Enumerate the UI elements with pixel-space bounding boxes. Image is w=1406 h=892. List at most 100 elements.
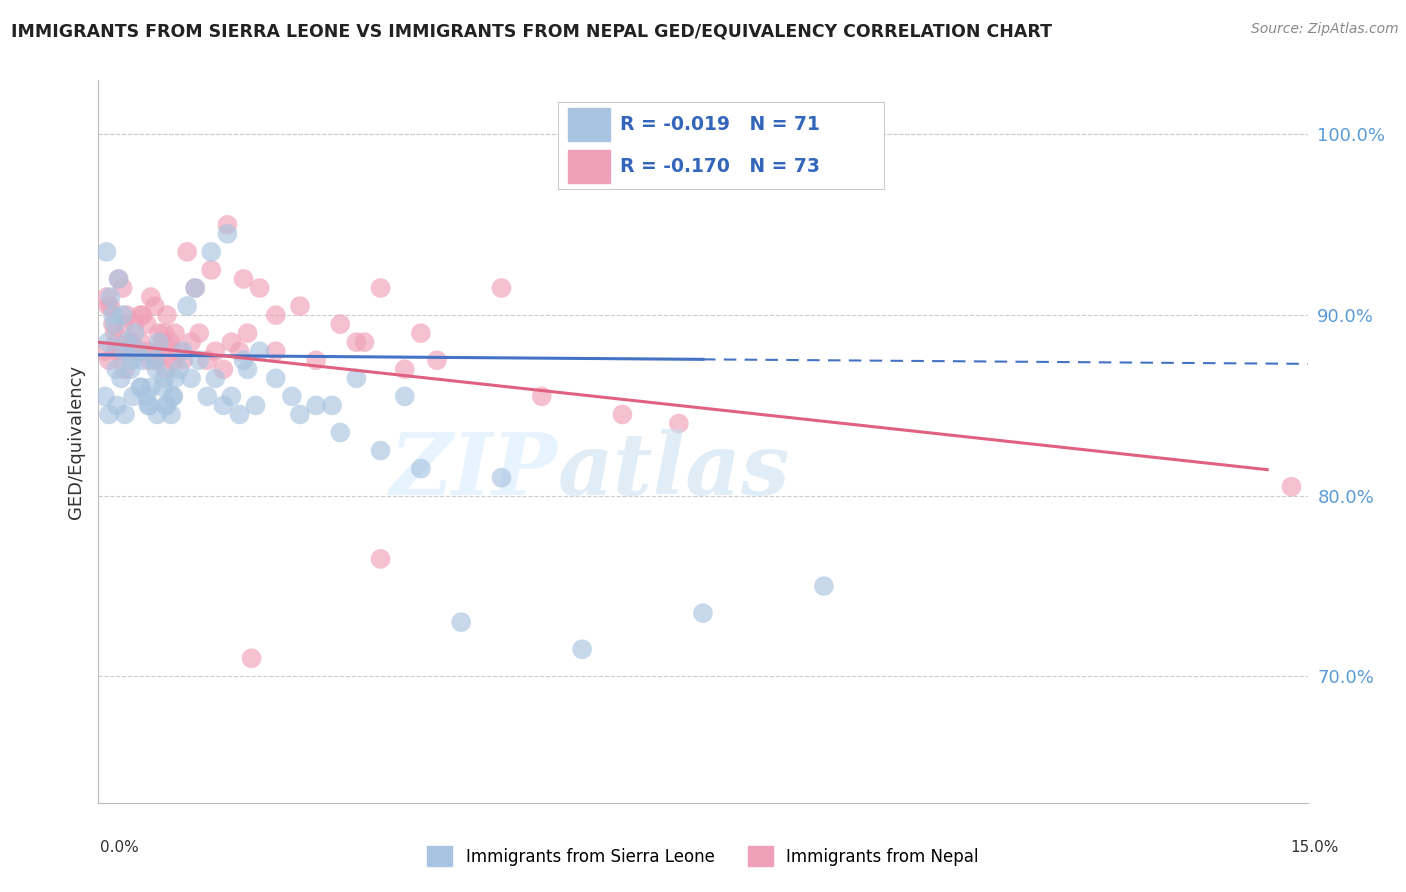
Point bbox=[204, 344, 226, 359]
Point bbox=[107, 272, 129, 286]
Point bbox=[121, 353, 143, 368]
Point bbox=[321, 398, 343, 412]
Point bbox=[155, 362, 177, 376]
Point bbox=[217, 227, 239, 241]
Point bbox=[188, 326, 211, 341]
Point bbox=[120, 335, 142, 350]
Text: 0.0%: 0.0% bbox=[100, 840, 139, 855]
Point bbox=[129, 335, 152, 350]
Text: Source: ZipAtlas.com: Source: ZipAtlas.com bbox=[1251, 22, 1399, 37]
Point bbox=[221, 335, 243, 350]
Point bbox=[129, 380, 152, 394]
Point bbox=[132, 308, 155, 322]
Point bbox=[96, 290, 118, 304]
Point bbox=[129, 380, 152, 394]
Point bbox=[184, 281, 207, 295]
Point bbox=[100, 290, 122, 304]
Point bbox=[344, 371, 367, 385]
Point bbox=[162, 389, 184, 403]
Point bbox=[148, 326, 170, 341]
Point bbox=[146, 408, 169, 422]
Point bbox=[114, 362, 136, 376]
Point bbox=[612, 408, 634, 422]
Point bbox=[105, 362, 128, 376]
Point bbox=[176, 299, 198, 313]
Point bbox=[146, 344, 169, 359]
Point bbox=[221, 389, 243, 403]
Point bbox=[122, 389, 145, 403]
Point bbox=[139, 380, 162, 394]
Point bbox=[122, 344, 145, 359]
Point bbox=[111, 308, 134, 322]
Point bbox=[195, 353, 218, 368]
Point bbox=[156, 308, 179, 322]
Point bbox=[249, 281, 271, 295]
Text: IMMIGRANTS FROM SIERRA LEONE VS IMMIGRANTS FROM NEPAL GED/EQUIVALENCY CORRELATIO: IMMIGRANTS FROM SIERRA LEONE VS IMMIGRAN… bbox=[11, 22, 1052, 40]
Point bbox=[128, 344, 150, 359]
Point bbox=[103, 326, 125, 341]
Point bbox=[135, 317, 157, 331]
Text: ZIP: ZIP bbox=[389, 429, 558, 512]
Point bbox=[172, 353, 194, 368]
Point bbox=[110, 371, 132, 385]
Point bbox=[105, 398, 128, 412]
Point bbox=[212, 362, 235, 376]
Point bbox=[692, 606, 714, 620]
Point bbox=[162, 344, 184, 359]
Point bbox=[353, 335, 375, 350]
Point bbox=[329, 317, 352, 331]
Point bbox=[530, 389, 553, 403]
Point bbox=[97, 408, 120, 422]
Point bbox=[668, 417, 690, 431]
Point bbox=[153, 326, 176, 341]
Point bbox=[101, 317, 124, 331]
Point bbox=[105, 344, 128, 359]
Point bbox=[491, 281, 513, 295]
Point bbox=[100, 299, 122, 313]
Point bbox=[370, 443, 392, 458]
Point bbox=[813, 579, 835, 593]
Point bbox=[162, 353, 184, 368]
Point bbox=[128, 344, 150, 359]
Y-axis label: GED/Equivalency: GED/Equivalency bbox=[66, 365, 84, 518]
Point bbox=[94, 344, 117, 359]
Point bbox=[172, 344, 194, 359]
Point bbox=[200, 244, 222, 259]
Point bbox=[426, 353, 449, 368]
Point bbox=[124, 317, 146, 331]
Legend: Immigrants from Sierra Leone, Immigrants from Nepal: Immigrants from Sierra Leone, Immigrants… bbox=[419, 838, 987, 875]
Point bbox=[138, 398, 160, 412]
Point bbox=[97, 353, 120, 368]
Point bbox=[236, 362, 259, 376]
Point bbox=[160, 408, 183, 422]
Point bbox=[180, 371, 202, 385]
Point bbox=[143, 299, 166, 313]
Point bbox=[305, 398, 328, 412]
Point bbox=[240, 651, 263, 665]
Point bbox=[217, 218, 239, 232]
Point bbox=[96, 244, 118, 259]
Point bbox=[264, 308, 287, 322]
Point bbox=[112, 344, 135, 359]
Point bbox=[200, 263, 222, 277]
Point bbox=[245, 398, 267, 412]
Point bbox=[110, 344, 132, 359]
Point bbox=[409, 461, 432, 475]
Point bbox=[195, 389, 218, 403]
Point bbox=[129, 308, 152, 322]
Point bbox=[103, 317, 125, 331]
Point bbox=[232, 272, 254, 286]
Point bbox=[145, 353, 167, 368]
Point bbox=[156, 398, 179, 412]
Point bbox=[107, 272, 129, 286]
Point bbox=[132, 353, 155, 368]
Point bbox=[212, 398, 235, 412]
Point bbox=[143, 353, 166, 368]
Point bbox=[101, 308, 124, 322]
Text: 15.0%: 15.0% bbox=[1291, 840, 1339, 855]
Point bbox=[394, 389, 416, 403]
Point bbox=[249, 344, 271, 359]
Point bbox=[288, 408, 311, 422]
Point bbox=[124, 326, 146, 341]
Point bbox=[167, 344, 190, 359]
